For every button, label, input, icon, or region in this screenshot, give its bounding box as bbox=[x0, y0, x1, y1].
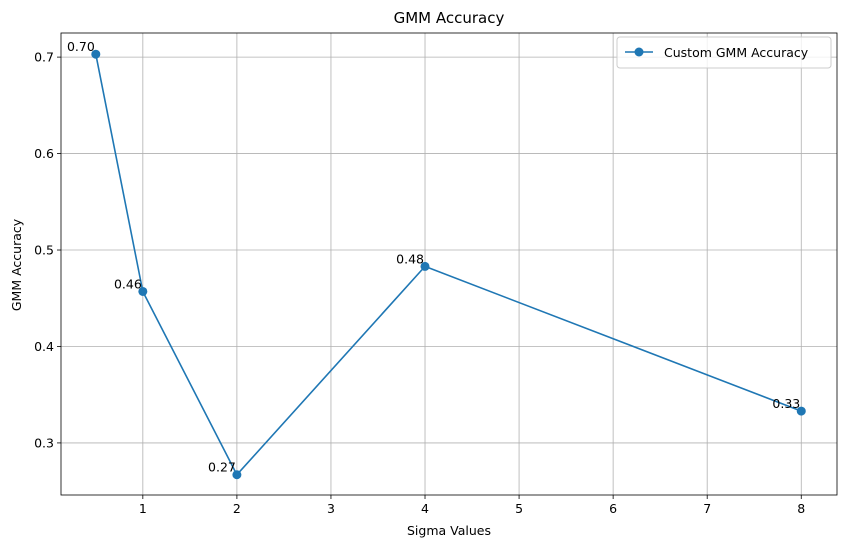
x-tick-label: 3 bbox=[327, 501, 335, 516]
x-tick-label: 1 bbox=[139, 501, 147, 516]
y-tick-label: 0.3 bbox=[34, 435, 54, 450]
grid bbox=[61, 33, 837, 495]
x-axis-ticks: 1 2 3 4 5 6 7 8 bbox=[139, 495, 805, 516]
x-tick-label: 8 bbox=[797, 501, 805, 516]
data-label: 0.70 bbox=[67, 39, 95, 54]
data-labels: 0.70 0.46 0.27 0.48 0.33 bbox=[67, 39, 800, 475]
data-point bbox=[138, 286, 148, 296]
x-tick-label: 5 bbox=[515, 501, 523, 516]
y-tick-label: 0.4 bbox=[34, 339, 54, 354]
x-tick-label: 7 bbox=[703, 501, 711, 516]
legend-marker-icon bbox=[634, 47, 644, 57]
chart-title: GMM Accuracy bbox=[394, 9, 505, 27]
y-tick-label: 0.6 bbox=[34, 146, 54, 161]
y-axis-ticks: 0.3 0.4 0.5 0.6 0.7 bbox=[34, 50, 61, 450]
legend: Custom GMM Accuracy bbox=[616, 36, 832, 69]
x-tick-label: 4 bbox=[421, 501, 429, 516]
data-label: 0.27 bbox=[208, 460, 236, 475]
x-axis-label: Sigma Values bbox=[407, 523, 491, 538]
x-tick-label: 2 bbox=[233, 501, 241, 516]
legend-entry-label: Custom GMM Accuracy bbox=[664, 45, 809, 60]
data-point bbox=[232, 470, 242, 480]
series-line bbox=[95, 54, 802, 476]
series-line-group bbox=[95, 54, 802, 476]
y-tick-label: 0.7 bbox=[34, 50, 54, 65]
data-point bbox=[420, 261, 430, 271]
data-label: 0.46 bbox=[114, 276, 142, 291]
y-tick-label: 0.5 bbox=[34, 243, 54, 258]
data-label: 0.48 bbox=[396, 251, 424, 266]
data-points bbox=[91, 49, 806, 480]
legend-box bbox=[616, 36, 832, 69]
x-tick-label: 6 bbox=[609, 501, 617, 516]
plot-frame bbox=[60, 32, 838, 496]
data-point bbox=[796, 406, 806, 416]
y-axis-label: GMM Accuracy bbox=[9, 218, 24, 311]
data-label: 0.33 bbox=[772, 396, 800, 411]
data-point bbox=[91, 49, 101, 59]
